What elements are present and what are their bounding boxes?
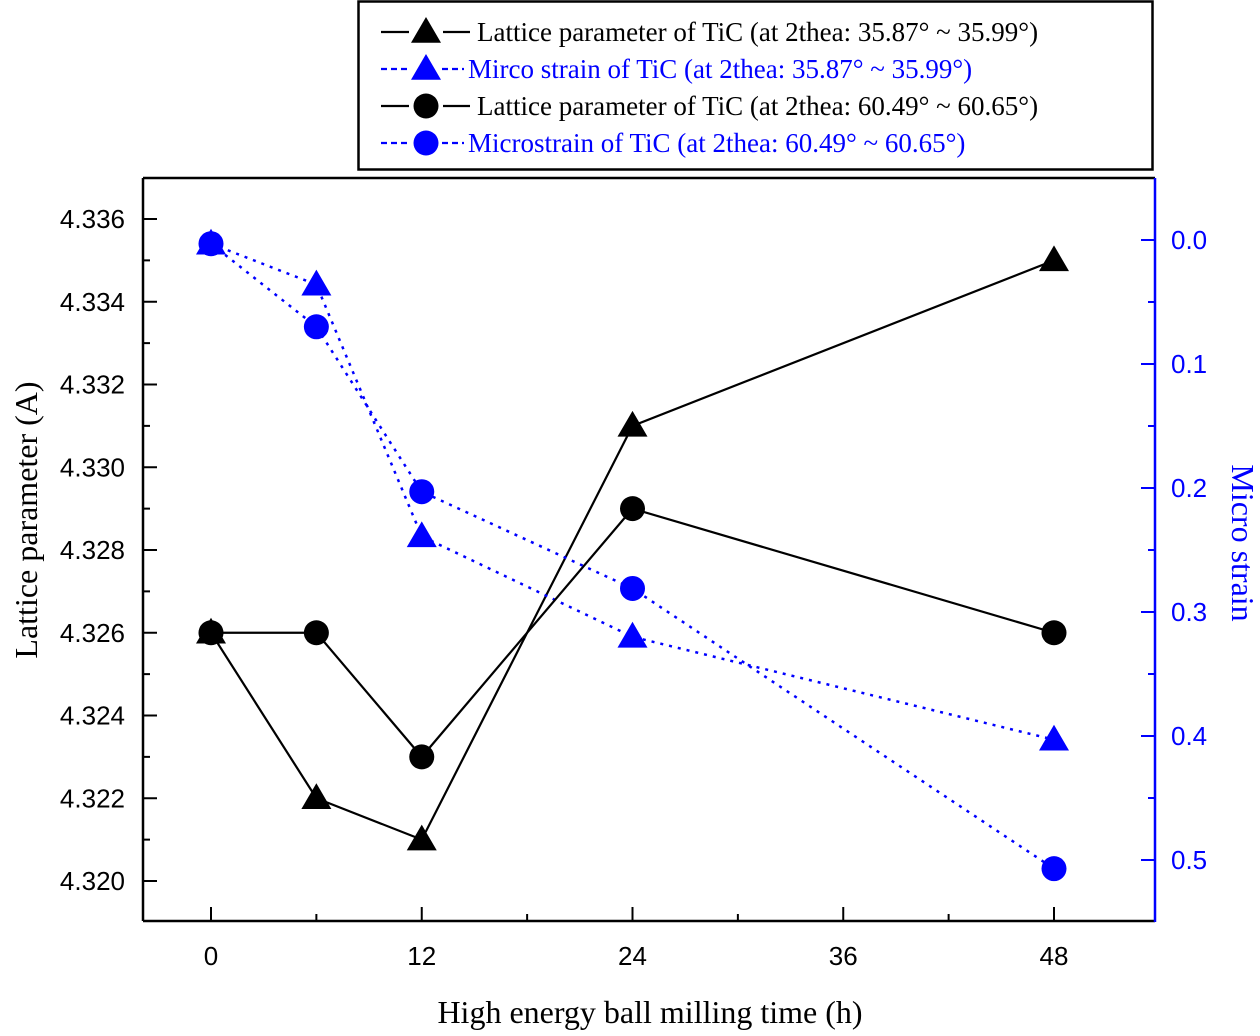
plot-frame: [141, 176, 1157, 923]
y-tick-label: 4.336: [60, 204, 125, 234]
lattice-circle-point: [620, 496, 645, 522]
lattice-circle-point: [1041, 620, 1067, 646]
lattice-circle-point: [198, 620, 224, 646]
y-tick-label: 4.332: [60, 370, 125, 400]
legend-triangle-icon: [411, 54, 441, 80]
legend-item: Microstrain of TiC (at 2thea: 60.49° ~ 6…: [381, 128, 965, 158]
strain-circle-point: [620, 575, 645, 601]
y-tick-label: 4.334: [60, 287, 125, 317]
lattice-triangle-point: [301, 783, 332, 810]
x-axis-ticks: 0 12 24 36 48: [204, 907, 1069, 971]
y2-tick-label: 0.3: [1171, 597, 1207, 627]
y2-tick-label: 0.2: [1171, 473, 1207, 503]
x-tick-label: 48: [1040, 941, 1069, 971]
legend-item: Mirco strain of TiC (at 2thea: 35.87° ~ …: [381, 54, 972, 84]
left-axis-ticks: 4.320 4.322 4.324 4.326 4.328 4.330 4.332 4.334…: [60, 204, 157, 896]
y2-tick-label: 0.4: [1171, 721, 1207, 751]
series-line-4: [210, 242, 1055, 870]
strain-triangle-point: [406, 521, 437, 548]
strain-circle-point: [1041, 856, 1067, 882]
y-tick-label: 4.320: [60, 866, 125, 896]
legend-circle-icon: [413, 93, 439, 119]
strain-circle-point: [303, 314, 329, 340]
lattice-triangle-point: [1039, 245, 1069, 272]
lattice-triangle-point: [406, 824, 437, 851]
lattice-circle-point: [409, 744, 435, 770]
y-tick-label: 4.322: [60, 783, 125, 813]
strain-triangle-point: [617, 621, 648, 648]
x-tick-label: 36: [829, 941, 858, 971]
y-tick-label: 4.324: [60, 701, 125, 731]
series-lines: [210, 242, 1055, 870]
legend-item: Lattice parameter of TiC (at 2thea: 60.4…: [381, 91, 1038, 121]
strain-circle-point: [409, 479, 435, 505]
strain-circle-point: [198, 231, 224, 257]
y2-tick-label: 0.0: [1171, 225, 1207, 255]
legend-label: Lattice parameter of TiC (at 2thea: 35.8…: [477, 17, 1038, 47]
legend-triangle-icon: [411, 17, 441, 43]
series-line-2: [210, 242, 1055, 741]
strain-triangle-point: [1039, 724, 1069, 751]
y2-tick-label: 0.5: [1171, 845, 1207, 875]
legend-label: Microstrain of TiC (at 2thea: 60.49° ~ 6…: [468, 128, 965, 158]
legend: Lattice parameter of TiC (at 2thea: 35.8…: [357, 0, 1154, 171]
legend-label: Mirco strain of TiC (at 2thea: 35.87° ~ …: [468, 54, 972, 84]
x-tick-label: 24: [618, 941, 647, 971]
series-markers: [196, 228, 1069, 882]
y2-axis-title: Micro strain: [1225, 464, 1260, 621]
lattice-circle-point: [303, 620, 329, 646]
y-tick-label: 4.330: [60, 452, 125, 482]
right-axis-ticks: 0.0 0.1 0.2 0.3 0.4 0.5: [1141, 225, 1207, 875]
x-tick-label: 12: [407, 941, 436, 971]
strain-triangle-point: [301, 269, 332, 296]
legend-item: Lattice parameter of TiC (at 2thea: 35.8…: [381, 17, 1038, 47]
lattice-triangle-point: [617, 410, 648, 437]
x-axis-title: High energy ball milling time (h): [437, 994, 862, 1030]
legend-frame: [357, 0, 1154, 171]
y-tick-label: 4.328: [60, 535, 125, 565]
legend-label: Lattice parameter of TiC (at 2thea: 60.4…: [477, 91, 1038, 121]
y-tick-label: 4.326: [60, 618, 125, 648]
y2-tick-label: 0.1: [1171, 349, 1207, 379]
x-tick-label: 0: [204, 941, 218, 971]
y-axis-title: Lattice parameter (A): [8, 381, 44, 658]
series-line-1: [210, 259, 1055, 842]
legend-circle-icon: [413, 130, 439, 156]
